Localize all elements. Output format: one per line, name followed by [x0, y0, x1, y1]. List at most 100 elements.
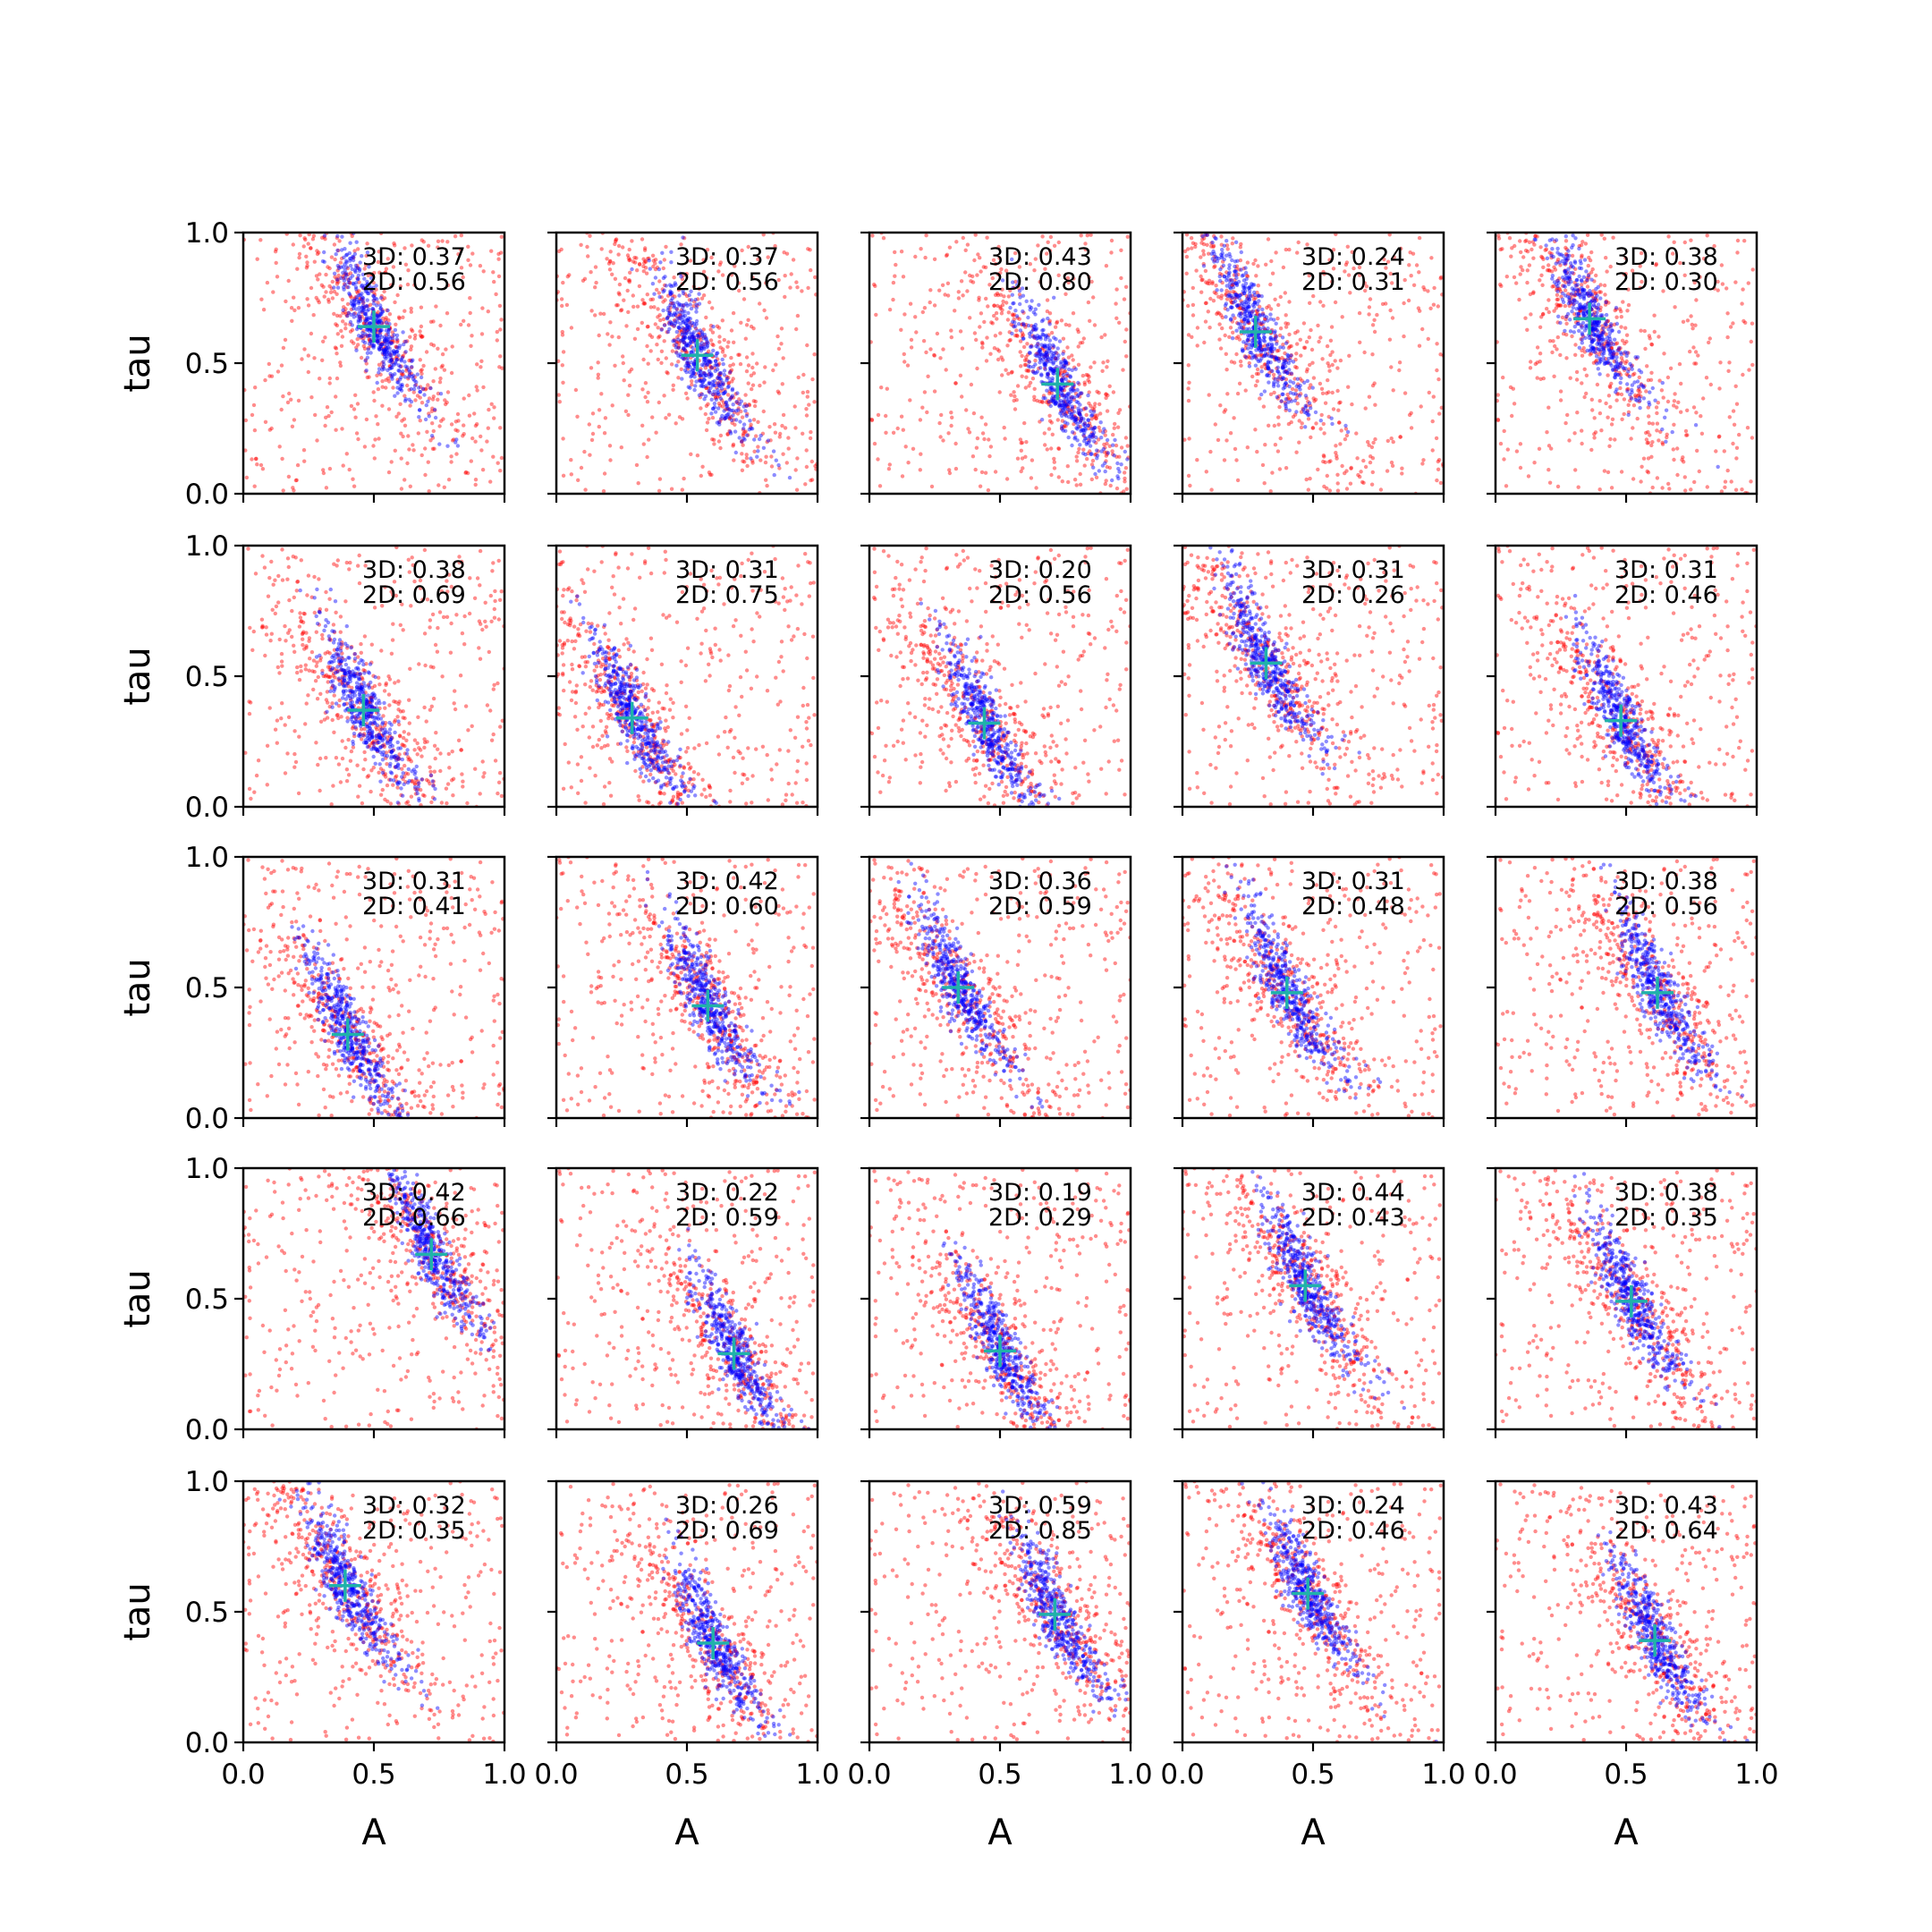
point-3d: [1092, 439, 1097, 444]
point-3d: [687, 369, 692, 375]
point-2d: [938, 356, 943, 360]
point-3d: [420, 386, 426, 391]
point-2d: [928, 288, 933, 292]
point-2d: [472, 411, 477, 416]
point-2d: [346, 272, 351, 277]
point-3d: [382, 338, 387, 343]
point-2d: [1322, 454, 1326, 459]
point-2d: [1439, 275, 1444, 280]
point-2d: [725, 431, 730, 436]
point-2d: [626, 412, 631, 418]
point-2d: [809, 267, 813, 273]
point-2d: [1308, 403, 1313, 408]
point-2d: [683, 350, 689, 355]
point-2d: [557, 400, 562, 404]
point-2d: [1070, 407, 1074, 411]
point-2d: [1594, 291, 1598, 295]
point-3d: [394, 350, 400, 354]
point-2d: [318, 377, 322, 381]
point-2d: [347, 467, 352, 472]
point-3d: [716, 419, 722, 424]
point-2d: [1289, 419, 1293, 425]
point-3d: [377, 370, 381, 375]
point-3d: [1059, 378, 1063, 383]
point-2d: [410, 328, 415, 334]
point-2d: [1705, 485, 1710, 489]
point-2d: [640, 298, 645, 302]
point-3d: [375, 318, 379, 322]
point-3d: [1059, 402, 1063, 408]
point-3d: [1043, 344, 1047, 349]
point-2d: [309, 331, 314, 336]
point-3d: [674, 363, 679, 368]
point-2d: [1438, 480, 1444, 486]
point-3d: [1581, 297, 1587, 301]
point-3d: [1268, 335, 1273, 340]
point-2d: [335, 279, 339, 284]
point-3d: [418, 389, 423, 394]
point-2d: [1119, 445, 1124, 450]
point-2d: [682, 330, 687, 335]
point-2d: [1020, 374, 1024, 378]
point-2d: [1378, 487, 1384, 492]
point-2d: [376, 259, 381, 265]
point-2d: [455, 411, 461, 417]
point-3d: [673, 281, 677, 285]
point-2d: [1417, 270, 1421, 275]
point-2d: [371, 280, 376, 285]
point-3d: [398, 364, 402, 369]
point-3d: [698, 374, 702, 378]
point-2d: [621, 245, 625, 250]
point-3d: [1020, 286, 1025, 291]
point-2d: [766, 255, 770, 259]
point-2d: [782, 250, 786, 255]
point-2d: [1238, 306, 1243, 310]
point-2d: [1335, 366, 1340, 370]
point-3d: [379, 346, 384, 352]
point-3d: [1307, 401, 1312, 405]
point-2d: [1268, 282, 1273, 287]
point-2d: [977, 295, 981, 300]
stat-2d: 2D: 0.56: [362, 268, 466, 296]
point-2d: [1335, 481, 1340, 486]
point-3d: [1078, 402, 1082, 407]
point-2d: [1540, 255, 1545, 260]
point-2d: [1224, 438, 1229, 443]
point-3d: [351, 302, 356, 307]
point-2d: [1103, 428, 1108, 434]
point-2d: [388, 364, 393, 369]
point-2d: [716, 372, 722, 377]
point-2d: [1230, 283, 1235, 287]
point-2d: [680, 282, 684, 286]
point-3d: [1284, 397, 1289, 402]
point-2d: [975, 273, 979, 277]
point-2d: [1238, 306, 1242, 311]
point-3d: [1050, 369, 1055, 373]
point-2d: [444, 347, 448, 352]
point-2d: [1607, 384, 1613, 388]
point-3d: [1272, 382, 1276, 386]
point-2d: [1431, 302, 1436, 307]
point-2d: [424, 386, 428, 391]
point-2d: [436, 239, 441, 243]
point-2d: [286, 474, 292, 479]
point-2d: [1557, 303, 1563, 308]
point-3d: [691, 362, 697, 368]
point-2d: [947, 468, 952, 472]
point-3d: [399, 375, 403, 380]
point-2d: [373, 437, 377, 442]
point-2d: [1295, 402, 1301, 406]
point-2d: [1284, 408, 1288, 412]
point-2d: [1265, 352, 1270, 356]
point-3d: [1256, 293, 1261, 298]
point-3d: [346, 284, 351, 290]
point-2d: [1608, 404, 1613, 410]
point-3d: [728, 369, 733, 375]
point-2d: [731, 310, 736, 316]
point-2d: [479, 332, 485, 336]
point-2d: [699, 392, 704, 396]
point-2d: [461, 275, 465, 280]
point-3d: [1021, 336, 1026, 341]
point-2d: [333, 257, 337, 262]
point-3d: [1250, 343, 1256, 348]
